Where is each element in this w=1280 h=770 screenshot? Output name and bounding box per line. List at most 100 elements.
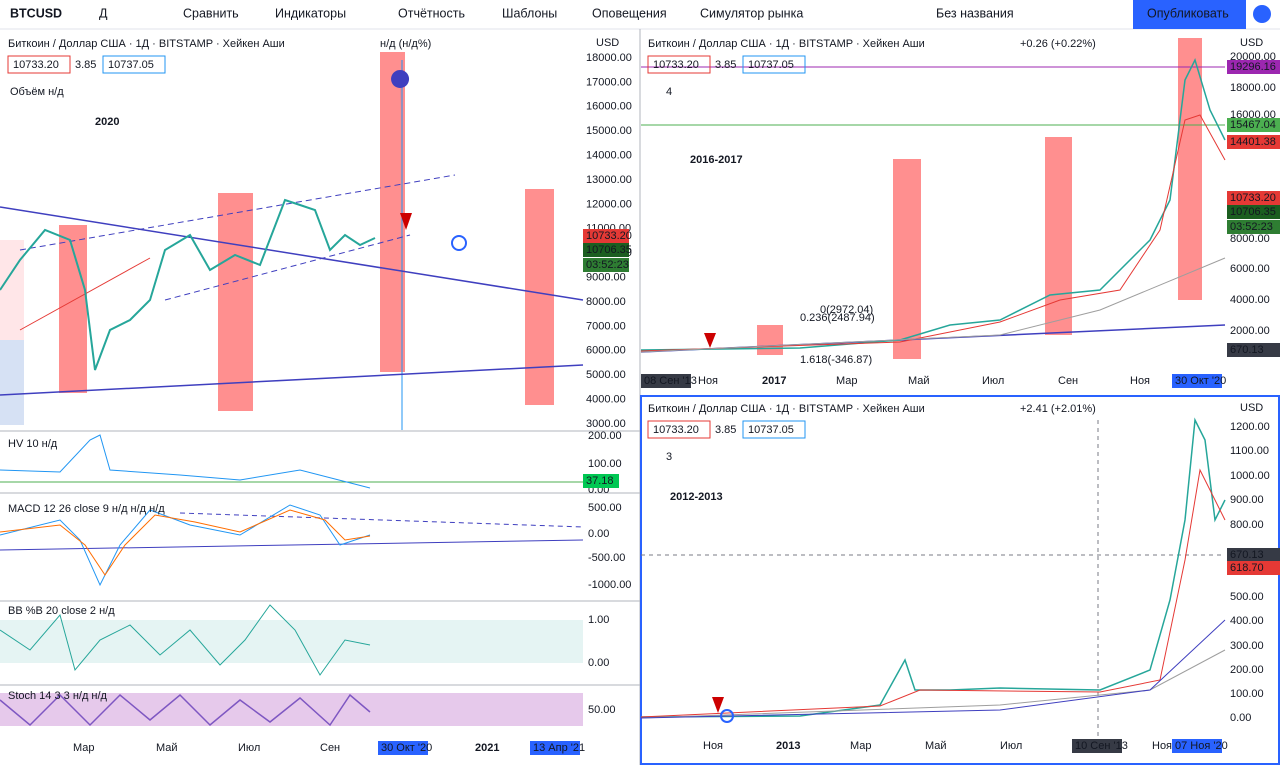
indicator-axis-label: 50.00 bbox=[588, 704, 616, 716]
toolbar-item[interactable]: Индикаторы bbox=[275, 6, 346, 20]
annotation: 2012-2013 bbox=[670, 491, 723, 503]
indicator-label: Stoch 14 3 3 н/д н/д bbox=[8, 690, 108, 702]
price-tag-bg bbox=[583, 258, 629, 272]
price-axis-label: 16000.00 bbox=[1230, 109, 1276, 121]
indicator-axis-label: -1000.00 bbox=[588, 579, 631, 591]
price-change: н/д (н/д%) bbox=[380, 38, 431, 50]
toolbar-item[interactable]: Симулятор рынка bbox=[700, 6, 803, 20]
price-axis-label: 2000.00 bbox=[1230, 325, 1270, 337]
legend-count[interactable]: 3 bbox=[666, 451, 672, 463]
price-change: +0.26 (+0.22%) bbox=[1020, 38, 1096, 50]
ask-box bbox=[102, 55, 166, 74]
price-tag: 15467.04 bbox=[1230, 119, 1276, 131]
price-axis-label: 1200.00 bbox=[1230, 421, 1270, 433]
price-tag: 10733.20 bbox=[1230, 192, 1276, 204]
currency: USD bbox=[1240, 37, 1263, 49]
time-axis-label: Ноя bbox=[1130, 375, 1150, 387]
time-axis-label: Мар bbox=[836, 375, 858, 387]
price-tag-bg bbox=[583, 229, 629, 243]
time-axis-label: 2021 bbox=[475, 742, 499, 754]
ask: 10737.05 bbox=[748, 424, 794, 436]
volume-label: Объём н/д bbox=[10, 86, 64, 98]
pane-title[interactable]: Биткоин / Доллар США · 1Д · BITSTAMP · Х… bbox=[8, 38, 285, 50]
fib-label: 0(2972.04) bbox=[820, 304, 873, 316]
price-axis-label: 0.00 bbox=[1230, 712, 1251, 724]
interval[interactable]: Д bbox=[99, 6, 108, 20]
ask: 10737.05 bbox=[748, 59, 794, 71]
time-tag-bg bbox=[1072, 739, 1122, 753]
price-axis-label: 100.00 bbox=[1230, 688, 1264, 700]
price-axis-label: 15000.00 bbox=[586, 125, 632, 137]
toolbar-item[interactable]: Шаблоны bbox=[502, 6, 557, 20]
time-axis-label: Май bbox=[156, 742, 178, 754]
time-tag: 13 Апр '21 bbox=[533, 742, 585, 754]
price-tag: 10706.35 bbox=[1230, 206, 1276, 218]
price-axis-label: 500.00 bbox=[1230, 591, 1264, 603]
left-indicators bbox=[0, 430, 640, 727]
time-tag-bg bbox=[1172, 374, 1222, 388]
ask-box bbox=[742, 55, 806, 74]
price-axis-label: 300.00 bbox=[1230, 640, 1264, 652]
indicator-label: MACD 12 26 close 9 н/д н/д н/д bbox=[8, 503, 165, 515]
symbol[interactable]: BTCUSD bbox=[10, 6, 62, 20]
bid: 10733.20 bbox=[13, 59, 59, 71]
pane-title[interactable]: Биткоин / Доллар США · 1Д · BITSTAMP · Х… bbox=[648, 403, 925, 415]
indicator-axis-label: 200.00 bbox=[588, 430, 622, 442]
price-axis-label: 17000.00 bbox=[586, 76, 632, 88]
price-axis-label: 13000.00 bbox=[586, 174, 632, 186]
legend-count[interactable]: 4 bbox=[666, 86, 672, 98]
price-tag: 14401.38 bbox=[1230, 136, 1276, 148]
price-axis-label: 200.00 bbox=[1230, 664, 1264, 676]
price-tag: 10733.20 bbox=[586, 230, 632, 242]
currency: USD bbox=[596, 37, 619, 49]
indicator-axis-label: 500.00 bbox=[588, 502, 622, 514]
price-axis-label: 4000.00 bbox=[1230, 294, 1270, 306]
price-tag-bg bbox=[1227, 343, 1280, 357]
time-axis-label: Сен bbox=[1058, 375, 1078, 387]
price-tag-bg bbox=[1227, 205, 1280, 219]
price-axis-label: 3000.00 bbox=[586, 418, 626, 430]
indicator-label: HV 10 н/д bbox=[8, 438, 58, 450]
price-tag: 03:52:23 bbox=[1230, 221, 1273, 233]
time-axis-label: Ноя bbox=[1152, 740, 1172, 752]
toolbar-item[interactable]: Отчётность bbox=[398, 6, 465, 20]
fib-label: 0.236(2487.94) bbox=[800, 312, 875, 324]
publish-button[interactable] bbox=[1133, 0, 1246, 29]
indicator-axis-label: 1.00 bbox=[588, 614, 609, 626]
bid: 10733.20 bbox=[653, 59, 699, 71]
bid-box bbox=[647, 55, 711, 74]
price-axis-label: 8000.00 bbox=[1230, 233, 1270, 245]
ask: 10737.05 bbox=[108, 59, 154, 71]
pane-title[interactable]: Биткоин / Доллар США · 1Д · BITSTAMP · Х… bbox=[648, 38, 925, 50]
price-tag-bg bbox=[1227, 60, 1280, 74]
toolbar-item[interactable]: Сравнить bbox=[183, 6, 239, 20]
time-axis-label: Май bbox=[925, 740, 947, 752]
time-axis-label: Ноя bbox=[698, 375, 718, 387]
time-axis-label: Май bbox=[908, 375, 930, 387]
toolbar bbox=[0, 0, 1280, 29]
time-axis-label: Июл bbox=[1000, 740, 1022, 752]
active-pane-border bbox=[640, 395, 1280, 765]
price-tag: 03:52:23 bbox=[586, 259, 629, 271]
price-axis-label: 800.00 bbox=[1230, 519, 1264, 531]
time-axis-label: Июл bbox=[238, 742, 260, 754]
price-axis-label: 6000.00 bbox=[586, 345, 626, 357]
layout-name[interactable]: Без названия bbox=[936, 6, 1014, 20]
play-button[interactable] bbox=[1253, 5, 1271, 23]
price-axis-label: 4000.00 bbox=[586, 394, 626, 406]
price-axis-label: 14000.00 bbox=[586, 150, 632, 162]
price-tag: 618.70 bbox=[1230, 562, 1264, 574]
price-axis-label: 18000.00 bbox=[1230, 82, 1276, 94]
price-tag-bg bbox=[583, 243, 629, 257]
toolbar-item[interactable]: Оповещения bbox=[592, 6, 667, 20]
time-axis-label: 2017 bbox=[762, 375, 786, 387]
bottom-right-drawings bbox=[640, 417, 1226, 740]
top-right-drawings bbox=[640, 38, 1226, 359]
price-tag: 10706.35 bbox=[586, 244, 632, 256]
price-axis-label: 900.00 bbox=[1230, 494, 1264, 506]
price-tag: 670.13 bbox=[1230, 549, 1264, 561]
time-axis-label: Сен bbox=[320, 742, 340, 754]
price-axis-label: 18000.00 bbox=[586, 52, 632, 64]
publish-label[interactable]: Опубликовать bbox=[1147, 6, 1229, 20]
time-tag-bg bbox=[641, 374, 691, 388]
